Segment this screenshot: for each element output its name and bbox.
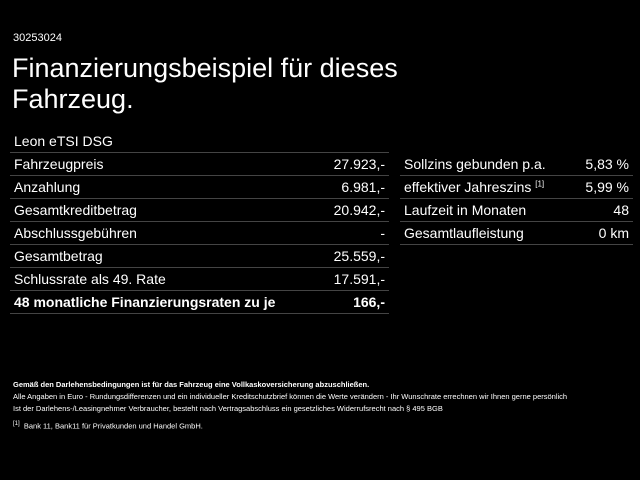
row-label: Schlussrate als 49. Rate [10,267,321,291]
table-row: Abschlussgebühren - [10,221,389,245]
table-row: Sollzins gebunden p.a. 5,83 % [400,153,633,176]
table-row: Schlussrate als 49. Rate 17.591,- [10,267,389,291]
note-line: Alle Angaben in Euro - Rundungsdifferenz… [13,392,568,401]
row-label: Gesamtkreditbetrag [10,198,321,222]
row-label: 48 monatliche Finanzierungsraten zu je [10,290,321,314]
row-label: Laufzeit in Monaten [400,198,574,222]
table-row: Gesamtkreditbetrag 20.942,- [10,198,389,222]
monthly-rate-row: 48 monatliche Finanzierungsraten zu je 16… [10,290,389,314]
table-row: Laufzeit in Monaten 48 [400,198,633,222]
footnote-ref: [1] [535,179,545,189]
row-label: Gesamtbetrag [10,244,321,268]
row-value: 166,- [320,290,389,314]
row-value: 48 [573,198,633,222]
interest-table: Sollzins gebunden p.a. 5,83 % effektiver … [400,153,633,245]
footnote: [1] Bank 11, Bank11 für Privatkunden und… [13,418,567,433]
table-row: effektiver Jahreszins [1] 5,99 % [400,175,633,199]
footnote-text: Bank 11, Bank11 für Privatkunden und Han… [23,421,203,431]
footnote-mark: [1] [13,421,20,427]
row-value: 20.942,- [320,198,389,222]
financing-table: Leon eTSI DSG Fahrzeugpreis 27.923,- Anza… [10,130,389,314]
row-label: Gesamtlaufleistung [400,221,574,245]
legal-notes: Gemäß den Darlehensbedingungen ist für d… [13,378,567,433]
row-value: 17.591,- [320,267,389,291]
table-row: Fahrzeugpreis 27.923,- [10,152,389,176]
insurance-note: Gemäß den Darlehensbedingungen ist für d… [13,380,370,389]
row-value: 0 km [573,221,633,245]
row-value: 5,99 % [573,175,633,199]
model-name: Leon eTSI DSG [10,130,389,153]
label-text: effektiver Jahreszins [404,179,532,195]
row-value: 6.981,- [320,175,389,199]
page-title: Finanzierungsbeispiel für dieses Fahrzeu… [12,53,398,114]
row-label: Fahrzeugpreis [10,152,321,176]
row-value: 27.923,- [320,152,389,176]
row-value: 25.559,- [320,244,389,268]
table-row: Gesamtbetrag 25.559,- [10,244,389,268]
row-value: 5,83 % [573,153,633,176]
row-label: Sollzins gebunden p.a. [400,153,574,176]
table-row: Gesamtlaufleistung 0 km [400,221,633,245]
offer-code: 30253024 [13,32,62,44]
note-line: Ist der Darlehens-/Leasingnehmer Verbrau… [13,404,443,413]
row-value: - [320,221,389,245]
table-row: Anzahlung 6.981,- [10,175,389,199]
row-label: Abschlussgebühren [10,221,321,245]
row-label: Anzahlung [10,175,321,199]
row-label: effektiver Jahreszins [1] [400,175,574,199]
